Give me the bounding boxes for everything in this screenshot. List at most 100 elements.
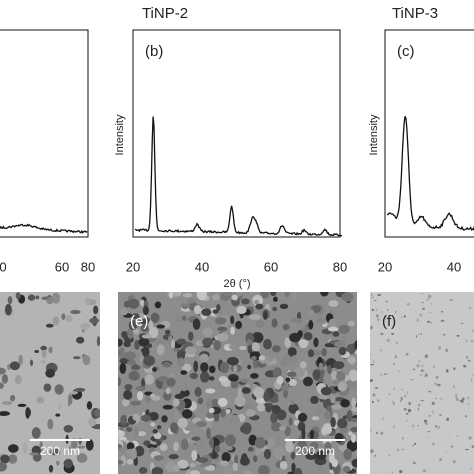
- particle: [40, 359, 46, 364]
- particle: [84, 297, 91, 306]
- particle: [191, 436, 201, 441]
- particle: [299, 361, 307, 369]
- particle: [201, 308, 212, 316]
- particle: [284, 292, 290, 297]
- particle: [230, 315, 235, 325]
- particle: [377, 318, 380, 321]
- particle: [197, 397, 204, 405]
- particle: [48, 346, 53, 354]
- particle: [427, 320, 431, 323]
- particle: [313, 337, 319, 348]
- particle: [123, 341, 131, 348]
- particle: [222, 465, 233, 474]
- particle: [118, 436, 127, 441]
- particle: [0, 461, 7, 472]
- particle: [401, 315, 403, 319]
- particle: [413, 368, 415, 371]
- particle: [128, 319, 138, 331]
- particle: [153, 455, 164, 461]
- particle: [453, 367, 456, 371]
- particle: [445, 348, 448, 353]
- particle: [127, 327, 134, 339]
- particle: [343, 448, 352, 461]
- particle: [126, 458, 134, 465]
- particle: [310, 441, 319, 450]
- particle: [134, 427, 139, 437]
- particle: [249, 314, 261, 320]
- particle: [377, 399, 380, 403]
- curve: [0, 223, 88, 234]
- x-tick-label: 0: [0, 259, 7, 274]
- particle: [413, 443, 417, 445]
- particle: [35, 295, 40, 300]
- particle: [467, 403, 470, 405]
- particle: [143, 440, 151, 446]
- particle: [318, 393, 329, 400]
- particle: [186, 469, 192, 474]
- particle: [240, 378, 249, 384]
- particle: [348, 369, 357, 382]
- particle: [0, 367, 6, 375]
- particle: [72, 356, 81, 360]
- particle: [464, 415, 468, 418]
- particle: [420, 364, 424, 368]
- particle: [253, 299, 259, 305]
- particle: [293, 419, 300, 426]
- particle: [334, 340, 347, 348]
- particle: [471, 445, 474, 448]
- particle: [428, 415, 432, 417]
- particle: [425, 373, 428, 377]
- particle: [260, 292, 270, 299]
- particle: [10, 394, 16, 402]
- particle: [189, 372, 199, 380]
- particle: [307, 358, 317, 365]
- particle: [156, 440, 162, 446]
- particle: [407, 409, 412, 413]
- particle: [370, 296, 375, 299]
- particle: [308, 320, 314, 330]
- particle: [415, 335, 418, 338]
- particle: [303, 332, 313, 341]
- particle: [288, 403, 299, 414]
- particle: [216, 304, 221, 311]
- particle: [263, 448, 272, 460]
- particle: [328, 318, 337, 330]
- particle: [127, 359, 137, 366]
- particle: [401, 448, 405, 451]
- particle: [128, 370, 140, 381]
- particle: [162, 361, 172, 368]
- particle: [347, 320, 356, 327]
- plot-frame: [0, 29, 89, 238]
- particle: [370, 353, 371, 356]
- particle: [412, 461, 416, 465]
- particle: [435, 424, 438, 428]
- particle: [57, 403, 62, 411]
- particle: [310, 429, 315, 440]
- particle: [119, 362, 127, 375]
- particle: [380, 348, 382, 352]
- particle: [63, 425, 74, 433]
- particle: [234, 395, 246, 407]
- particle: [380, 373, 383, 376]
- particle: [191, 449, 198, 461]
- particle: [395, 310, 397, 314]
- particle: [161, 415, 168, 423]
- particle: [416, 364, 420, 368]
- particle: [405, 353, 409, 356]
- particle: [119, 307, 128, 316]
- particle: [235, 320, 243, 330]
- particle: [141, 414, 152, 422]
- particle: [412, 445, 414, 447]
- particle: [334, 432, 344, 443]
- particle: [420, 369, 424, 372]
- particle: [77, 445, 86, 449]
- particle: [1, 400, 13, 406]
- particle: [118, 443, 123, 449]
- scale-label: 200 nm: [295, 444, 335, 458]
- particle: [412, 424, 414, 428]
- particle: [214, 445, 221, 453]
- particle: [285, 440, 295, 453]
- particle: [386, 338, 391, 343]
- particle: [76, 336, 85, 344]
- particle: [427, 436, 430, 438]
